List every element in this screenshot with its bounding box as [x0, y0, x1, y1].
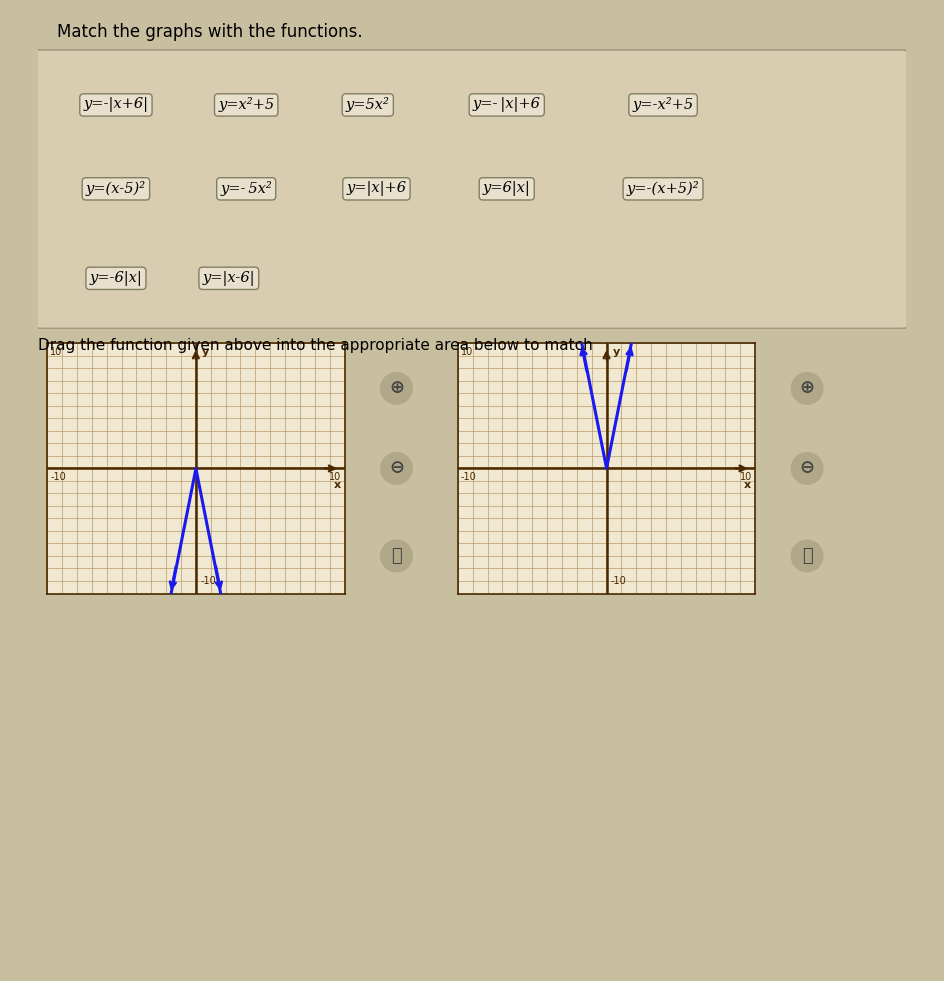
- Text: y=6|x|: y=6|x|: [483, 181, 531, 196]
- Text: y=-|x+6|: y=-|x+6|: [83, 97, 148, 113]
- Text: -10: -10: [461, 472, 477, 483]
- Text: y=- 5x²: y=- 5x²: [220, 181, 272, 196]
- Circle shape: [380, 541, 413, 572]
- Text: y: y: [202, 347, 209, 357]
- Circle shape: [791, 541, 823, 572]
- Text: 10: 10: [461, 347, 473, 357]
- Text: ⤢: ⤢: [801, 547, 813, 565]
- Text: 10: 10: [740, 472, 752, 483]
- Text: y=|x-6|: y=|x-6|: [203, 271, 255, 285]
- Text: 10: 10: [50, 347, 62, 357]
- Text: ⊕: ⊕: [800, 380, 815, 397]
- Circle shape: [791, 452, 823, 485]
- Text: -10: -10: [50, 472, 66, 483]
- Text: 10: 10: [329, 472, 342, 483]
- Text: y=x²+5: y=x²+5: [218, 97, 275, 113]
- FancyBboxPatch shape: [33, 50, 909, 329]
- Text: y=-x²+5: y=-x²+5: [632, 97, 694, 113]
- Text: y=- |x|+6: y=- |x|+6: [473, 97, 541, 113]
- Text: y=-(x+5)²: y=-(x+5)²: [627, 181, 700, 196]
- Text: Match the graphs with the functions.: Match the graphs with the functions.: [57, 23, 362, 40]
- Text: x: x: [744, 480, 751, 490]
- Circle shape: [791, 373, 823, 404]
- Text: y: y: [613, 347, 619, 357]
- Circle shape: [380, 452, 413, 485]
- Text: x: x: [333, 480, 341, 490]
- Text: y=|x|+6: y=|x|+6: [346, 181, 407, 196]
- Text: ⤢: ⤢: [391, 547, 402, 565]
- Text: y=(x-5)²: y=(x-5)²: [86, 181, 146, 196]
- Text: -10: -10: [200, 576, 216, 586]
- Text: Drag the function given above into the appropriate area below to match: Drag the function given above into the a…: [38, 338, 593, 353]
- Text: ⊖: ⊖: [389, 459, 404, 478]
- Circle shape: [380, 373, 413, 404]
- Text: -10: -10: [611, 576, 627, 586]
- Text: ⊕: ⊕: [389, 380, 404, 397]
- Text: y=5x²: y=5x²: [346, 97, 390, 113]
- Text: ⊖: ⊖: [800, 459, 815, 478]
- Text: y=-6|x|: y=-6|x|: [90, 271, 143, 285]
